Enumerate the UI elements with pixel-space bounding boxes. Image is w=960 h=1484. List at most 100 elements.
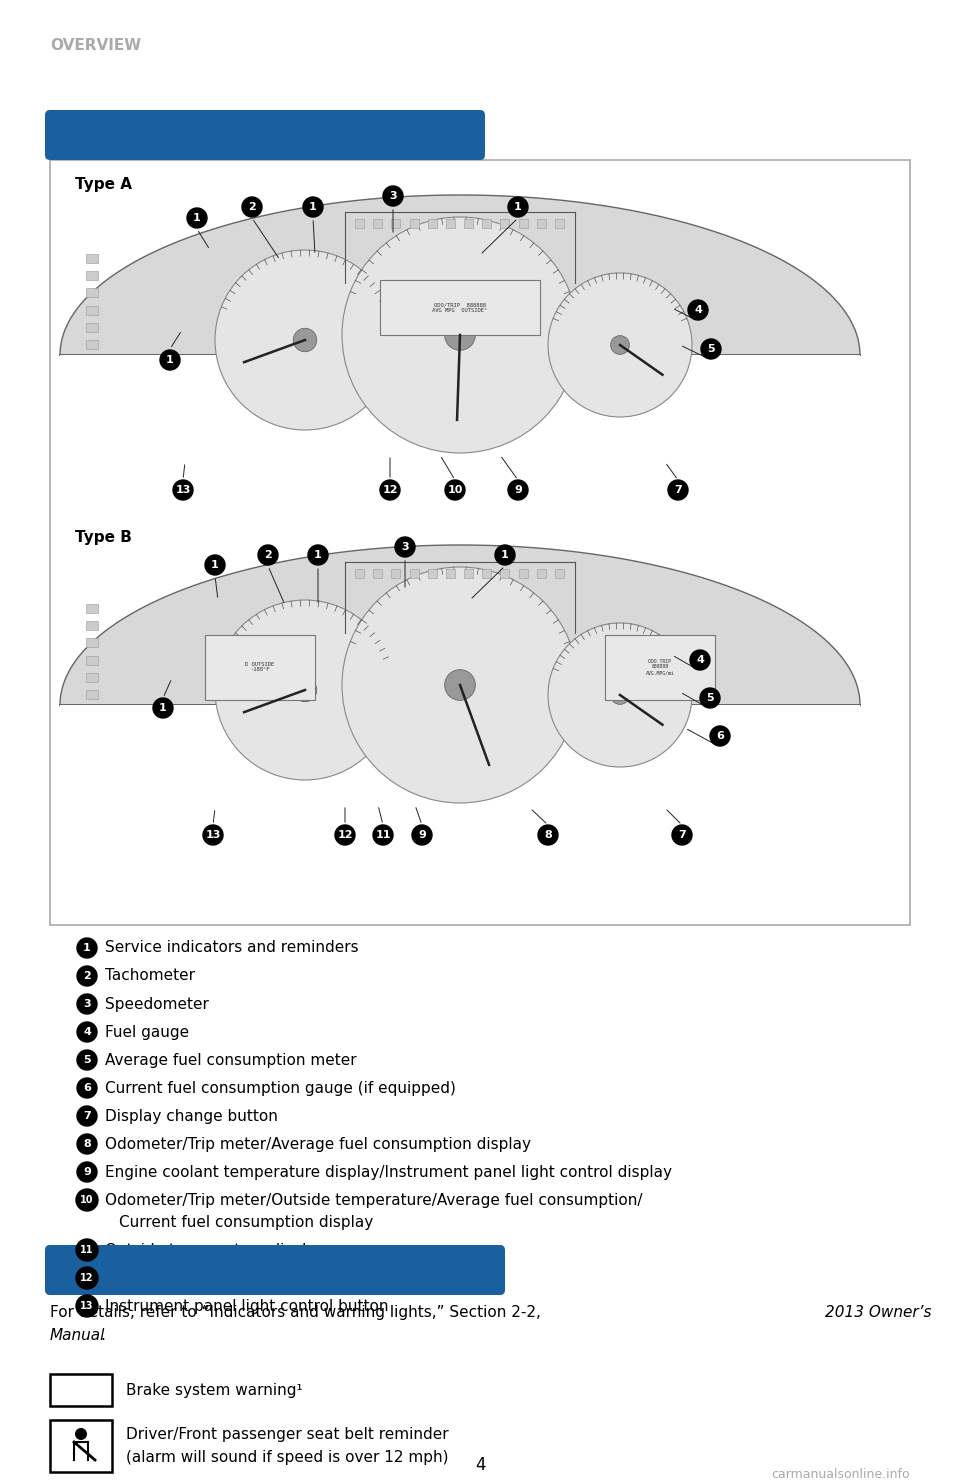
Circle shape [710, 726, 730, 746]
Text: Instrument cluster: Instrument cluster [64, 123, 313, 147]
Bar [86, 690, 98, 699]
Text: Instrument panel light control button: Instrument panel light control button [105, 1298, 389, 1313]
Bar [373, 568, 382, 577]
Bar [50, 1374, 112, 1405]
Bar [86, 340, 98, 349]
Text: 2: 2 [264, 551, 272, 559]
Circle shape [242, 197, 262, 217]
Bar [50, 160, 910, 925]
Text: Engine coolant temperature display/Instrument panel light control display: Engine coolant temperature display/Instr… [105, 1165, 672, 1180]
Circle shape [380, 479, 400, 500]
Circle shape [160, 350, 180, 370]
Circle shape [668, 479, 688, 500]
Bar [428, 568, 437, 577]
Bar [445, 568, 455, 577]
Bar [355, 568, 364, 577]
Text: ODO/TRIP  888888
AVG MPG  OUTSIDE°: ODO/TRIP 888888 AVG MPG OUTSIDE° [432, 303, 488, 313]
Bar [410, 218, 419, 229]
Bar [86, 324, 98, 332]
Circle shape [77, 1022, 97, 1042]
Text: 2: 2 [84, 971, 91, 981]
Text: 12: 12 [81, 1273, 94, 1284]
Circle shape [342, 567, 578, 803]
Text: 3: 3 [389, 191, 396, 200]
Text: 12: 12 [382, 485, 397, 496]
Text: 13: 13 [176, 485, 191, 496]
Polygon shape [60, 545, 860, 705]
Circle shape [77, 1051, 97, 1070]
Text: 2013 Owner’s: 2013 Owner’s [825, 1304, 931, 1319]
Text: Manual: Manual [50, 1328, 106, 1343]
Text: Brake system warning¹: Brake system warning¹ [126, 1383, 302, 1398]
Bar [86, 306, 98, 315]
Circle shape [153, 697, 173, 718]
Polygon shape [60, 194, 860, 355]
Bar [428, 218, 437, 229]
Circle shape [611, 686, 630, 705]
Bar [464, 218, 473, 229]
Text: 7: 7 [678, 830, 685, 840]
Circle shape [412, 825, 432, 844]
Bar [86, 656, 98, 665]
FancyBboxPatch shape [45, 1245, 505, 1296]
Text: Odometer/Trip meter/Outside temperature/Average fuel consumption/: Odometer/Trip meter/Outside temperature/… [105, 1193, 642, 1208]
Bar [392, 568, 400, 577]
Circle shape [303, 197, 323, 217]
Circle shape [76, 1267, 98, 1290]
Bar [500, 218, 510, 229]
Bar [86, 672, 98, 681]
Bar [86, 604, 98, 613]
Circle shape [548, 623, 692, 767]
Circle shape [77, 1162, 97, 1181]
Text: Driver/Front passenger seat belt reminder
(alarm will sound if speed is over 12 : Driver/Front passenger seat belt reminde… [126, 1428, 448, 1465]
Bar [86, 288, 98, 297]
Bar [355, 218, 364, 229]
Text: 1: 1 [501, 551, 509, 559]
Text: Outside temperature display: Outside temperature display [105, 1242, 324, 1257]
Circle shape [538, 825, 558, 844]
Circle shape [335, 825, 355, 844]
Text: 4: 4 [694, 306, 702, 315]
Circle shape [77, 1106, 97, 1126]
Text: 7: 7 [84, 1112, 91, 1120]
Bar [380, 280, 540, 335]
Bar [482, 218, 492, 229]
Bar [482, 568, 492, 577]
Text: 5: 5 [708, 344, 715, 355]
Text: 1: 1 [84, 942, 91, 953]
Bar [50, 1420, 112, 1472]
Text: Speedometer: Speedometer [105, 996, 209, 1012]
Bar [86, 254, 98, 263]
Text: Display change button: Display change button [105, 1109, 277, 1123]
Text: OVERVIEW: OVERVIEW [50, 39, 141, 53]
Circle shape [77, 1077, 97, 1098]
Text: 10: 10 [81, 1195, 94, 1205]
Text: Type A: Type A [75, 177, 132, 191]
Text: 4: 4 [475, 1456, 485, 1474]
Circle shape [383, 186, 403, 206]
Text: Indicator symbols: Indicator symbols [64, 1258, 301, 1282]
Circle shape [77, 938, 97, 959]
Bar [60, 705, 860, 785]
Circle shape [690, 650, 710, 669]
Text: 8: 8 [84, 1140, 91, 1149]
Bar [518, 568, 528, 577]
Text: 3: 3 [401, 542, 409, 552]
Text: 1: 1 [309, 202, 317, 212]
Circle shape [294, 678, 317, 702]
Circle shape [342, 217, 578, 453]
Text: .: . [100, 1328, 105, 1343]
Circle shape [395, 537, 415, 556]
Text: D OUTSIDE
-188°F: D OUTSIDE -188°F [246, 662, 275, 672]
Bar [605, 635, 715, 700]
Bar [60, 355, 860, 435]
Text: 10: 10 [447, 485, 463, 496]
Bar [392, 218, 400, 229]
Text: 1: 1 [166, 355, 174, 365]
Circle shape [548, 273, 692, 417]
Circle shape [187, 208, 207, 229]
Circle shape [205, 555, 225, 574]
Text: Current fuel consumption gauge (if equipped): Current fuel consumption gauge (if equip… [105, 1080, 456, 1095]
Text: For details, refer to “Indicators and warning lights,” Section 2-2,: For details, refer to “Indicators and wa… [50, 1304, 545, 1319]
Bar [537, 568, 546, 577]
